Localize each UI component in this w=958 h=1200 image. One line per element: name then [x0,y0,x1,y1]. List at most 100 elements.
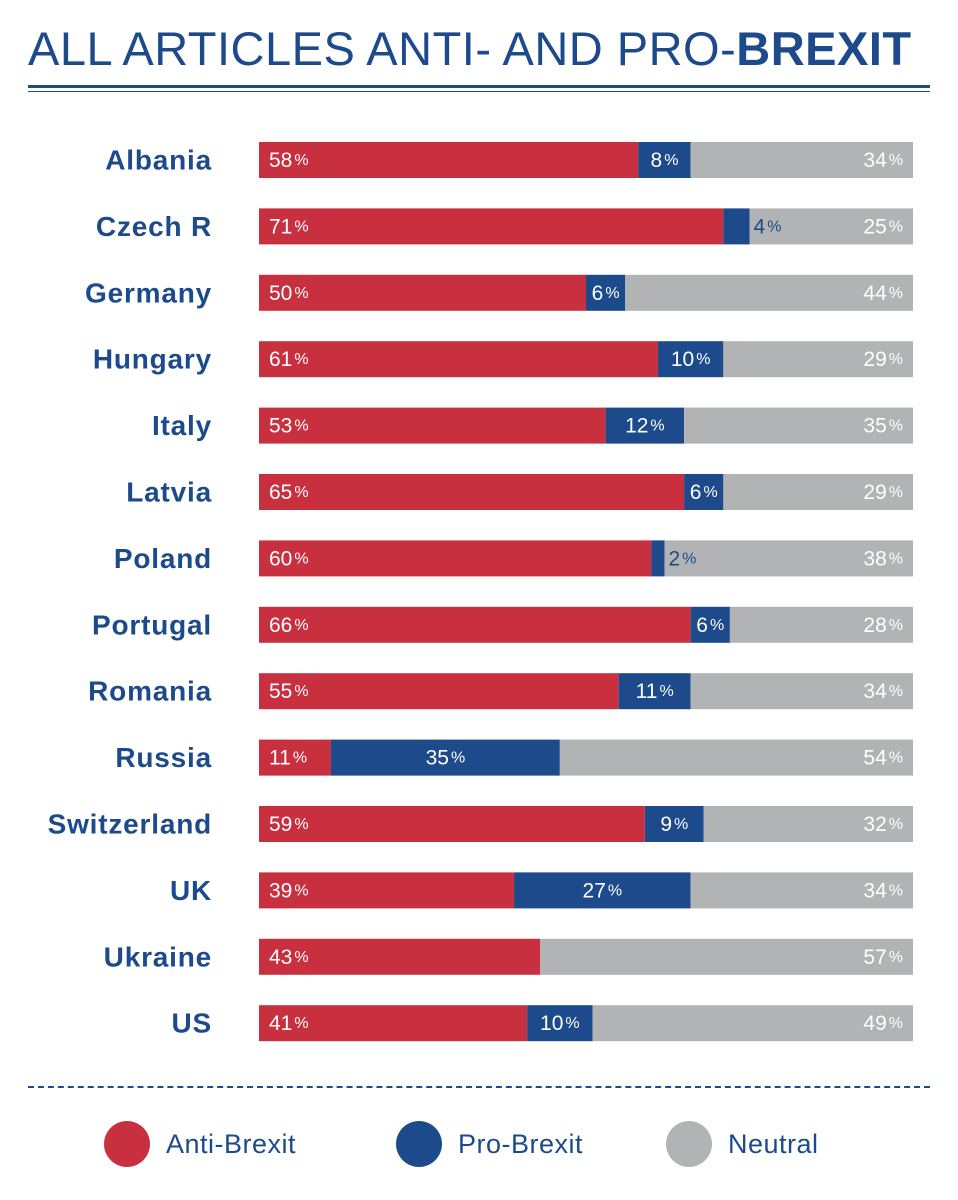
bar-anti-romania [259,673,619,710]
category-label-poland: Poland [114,543,212,574]
legend-pro-label: Pro-Brexit [458,1128,584,1159]
value-label-neutral-germany: 44% [863,281,903,304]
bar-pro-albania [638,142,691,178]
bar-neutral-latvia [723,474,913,510]
category-label-czech-r: Czech R [96,211,212,242]
value-label-pro-hungary: 10% [671,348,711,371]
category-label-germany: Germany [85,277,212,308]
legend-neutral-swatch [666,1121,712,1167]
category-label-uk: UK [170,875,212,906]
bar-pro-germany [586,274,626,311]
value-label-anti-czech-r: 71% [269,215,309,238]
title-underline-thick [28,85,930,88]
value-label-anti-us: 41% [269,1012,309,1035]
value-label-neutral-us: 49% [863,1012,903,1035]
bar-pro-hungary [657,341,724,378]
value-label-neutral-ukraine: 57% [863,945,903,968]
bar-neutral-switzerland [703,806,913,842]
bar-anti-hungary [259,341,658,378]
value-label-anti-ukraine: 43% [269,945,309,968]
category-label-ukraine: Ukraine [104,941,212,972]
bar-anti-us [259,1005,528,1042]
value-label-neutral-czech-r: 25% [863,215,903,238]
chart-title-regular: ALL ARTICLES ANTI- AND PRO- [28,22,737,75]
legend-item-pro: Pro-Brexit [396,1121,583,1167]
bar-anti-italy [259,407,606,444]
bar-pro-portugal [690,606,730,643]
value-label-anti-uk: 39% [269,879,309,902]
bar-pro-italy [605,407,685,444]
value-label-neutral-albania: 34% [863,149,903,172]
bar-neutral-germany [625,274,913,311]
legend-anti-swatch [104,1121,150,1167]
category-label-latvia: Latvia [126,477,212,508]
bar-neutral-us [592,1005,913,1042]
bar-neutral-albania [690,142,913,178]
value-label-neutral-poland: 38% [863,547,903,570]
value-label-anti-germany: 50% [269,281,309,304]
bar-anti-germany [259,274,586,311]
value-label-pro-switzerland: 9% [660,813,688,836]
value-label-neutral-romania: 34% [863,680,903,703]
value-label-anti-italy: 53% [269,414,309,437]
bar-neutral-romania [690,673,913,710]
value-label-anti-latvia: 65% [269,481,309,504]
title-underline-thin [28,91,930,92]
value-label-pro-us: 10% [540,1012,580,1035]
bar-pro-uk [514,872,691,909]
category-label-russia: Russia [115,742,212,773]
value-label-anti-russia: 11% [269,746,307,769]
legend-divider [28,1086,930,1088]
bar-pro-russia [330,739,560,776]
bar-neutral-russia [559,739,913,776]
bar-neutral-poland [664,540,913,577]
value-label-anti-portugal: 66% [269,613,309,636]
value-label-pro-poland: 2% [668,547,696,570]
bar-anti-czech-r [259,208,724,245]
value-label-pro-czech-r: 4% [754,215,782,238]
bar-pro-poland [651,540,665,577]
value-label-pro-russia: 35% [426,746,466,769]
value-label-pro-latvia: 6% [690,481,718,504]
bar-anti-portugal [259,606,691,643]
category-label-romania: Romania [88,676,212,707]
category-label-italy: Italy [152,410,212,441]
legend-anti-label: Anti-Brexit [166,1128,297,1159]
value-label-pro-albania: 8% [651,149,679,172]
bar-neutral-hungary [723,341,913,378]
value-label-pro-romania: 11% [636,680,674,703]
bar-neutral-portugal [729,606,913,643]
bar-anti-uk [259,872,515,909]
legend-item-anti: Anti-Brexit [104,1121,296,1167]
legend-pro-swatch [396,1121,442,1167]
value-label-neutral-latvia: 29% [863,481,903,504]
chart-title: ALL ARTICLES ANTI- AND PRO-BREXIT [28,22,912,76]
value-label-anti-romania: 55% [269,680,309,703]
category-label-hungary: Hungary [93,344,212,375]
bar-neutral-italy [684,407,913,444]
value-label-neutral-portugal: 28% [863,613,903,636]
bar-pro-czech-r [723,208,750,245]
bar-anti-latvia [259,474,685,510]
value-label-pro-italy: 12% [625,414,665,437]
value-label-neutral-hungary: 29% [863,348,903,371]
value-label-anti-switzerland: 59% [269,813,309,836]
bar-pro-switzerland [644,806,704,842]
bar-anti-switzerland [259,806,645,842]
value-label-neutral-italy: 35% [863,414,903,437]
value-label-anti-hungary: 61% [269,348,309,371]
chart-title-bold: BREXIT [736,22,912,75]
bar-pro-romania [618,673,691,710]
value-label-pro-portugal: 6% [696,613,724,636]
bar-anti-albania [259,142,639,178]
value-label-neutral-russia: 54% [863,746,903,769]
bar-pro-latvia [684,474,724,510]
category-label-portugal: Portugal [92,609,212,640]
legend-neutral-label: Neutral [728,1128,819,1159]
category-label-switzerland: Switzerland [48,809,212,840]
value-label-pro-uk: 27% [583,879,623,902]
category-label-albania: Albania [105,145,212,176]
value-label-neutral-uk: 34% [863,879,903,902]
value-label-pro-germany: 6% [592,281,620,304]
